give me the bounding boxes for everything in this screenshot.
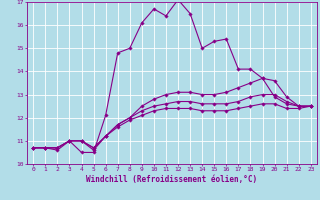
X-axis label: Windchill (Refroidissement éolien,°C): Windchill (Refroidissement éolien,°C) [86,175,258,184]
